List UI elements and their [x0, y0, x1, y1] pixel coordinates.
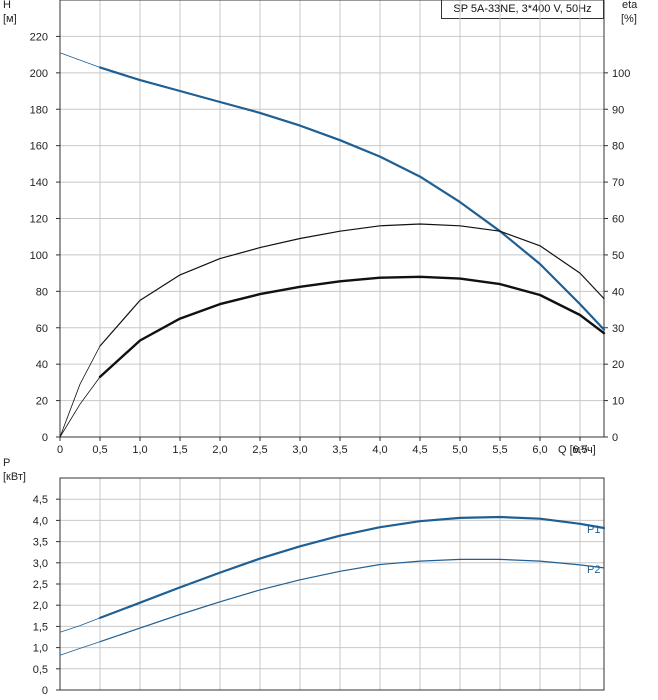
- y-tick-label: 2,5: [33, 579, 48, 591]
- series-label-p2: P2: [587, 564, 600, 576]
- x-tick-label: 4,5: [412, 444, 427, 456]
- y-axis-unit: [м]: [3, 13, 17, 25]
- x-tick-label: 5,5: [492, 444, 507, 456]
- y-tick-label: 120: [30, 214, 48, 226]
- power-panel: 0 0,5 1,0 1,5 2,0 2,5 3,0 3,5 4,0 4,5 P [кВт] P1 P2: [3, 457, 606, 697]
- y-tick-label: 4,5: [33, 494, 48, 506]
- series-line-3: [59, 641, 101, 656]
- y2-tick-label: 100: [612, 68, 630, 80]
- y-tick-label: 200: [30, 68, 48, 80]
- x-tick-label: 2,0: [212, 444, 227, 456]
- x-tick-label: 1,5: [172, 444, 187, 456]
- y-tick-label: 3,5: [33, 537, 48, 549]
- y2-tick-label: 30: [612, 323, 624, 335]
- y2-tick-label: 20: [612, 359, 624, 371]
- y-tick-label: 2,0: [33, 600, 48, 612]
- y-tick-label: 4,0: [33, 515, 48, 527]
- y2-tick-label: 80: [612, 141, 624, 153]
- x-tick-label: 2,5: [252, 444, 267, 456]
- y-tick-label: 40: [36, 359, 48, 371]
- series-line-5: [59, 376, 101, 438]
- y-tick-label: 1,0: [33, 643, 48, 655]
- series-line-2: [99, 558, 605, 643]
- y-axis-label: P: [3, 457, 10, 469]
- x-axis-unit: Q [м³/ч]: [558, 444, 596, 456]
- y-tick-label: 0: [42, 432, 48, 444]
- y-axis-unit: [кВт]: [3, 471, 26, 483]
- head-efficiency-panel: 0 20 40 60 80 100 120 140 160 180 200 220 0 10 20 30 40 5…: [3, 0, 638, 456]
- y-tick-label: 1,5: [33, 621, 48, 633]
- chart-title: SP 5A-33NE, 3*400 V, 50Hz: [441, 0, 604, 19]
- y2-tick-label: 40: [612, 286, 624, 298]
- y-tick-label: 100: [30, 250, 48, 262]
- y-tick-label: 80: [36, 286, 48, 298]
- series-line-4: [98, 275, 606, 379]
- y2-tick-label: 70: [612, 177, 624, 189]
- y2-axis-label: eta: [622, 0, 638, 11]
- y-tick-label: 3,0: [33, 558, 48, 570]
- y2-tick-label: 10: [612, 396, 624, 408]
- series-line-0: [98, 66, 606, 331]
- y-tick-label: 220: [30, 31, 48, 43]
- y2-axis-unit: [%]: [621, 13, 637, 25]
- x-tick-label: 4,0: [372, 444, 387, 456]
- y2-tick-label: 0: [612, 432, 618, 444]
- series-line-1: [59, 617, 101, 633]
- x-tick-label: 0: [57, 444, 63, 456]
- y2-tick-label: 50: [612, 250, 624, 262]
- x-tick-label: 3,0: [292, 444, 307, 456]
- y-axis-label: H: [3, 0, 11, 11]
- x-tick-label: 0,5: [92, 444, 107, 456]
- x-tick-label: 3,5: [332, 444, 347, 456]
- y-tick-label: 20: [36, 396, 48, 408]
- y-tick-label: 160: [30, 141, 48, 153]
- x-tick-label: 6,5: [572, 444, 587, 456]
- series-line-1: [59, 52, 101, 68]
- x-tick-label: 5,0: [452, 444, 467, 456]
- y-tick-label: 0,5: [33, 664, 48, 676]
- y-tick-label: 180: [30, 104, 48, 116]
- y2-tick-label: 60: [612, 214, 624, 226]
- series-line-0: [98, 515, 606, 620]
- series-line-2: [99, 223, 605, 347]
- y-tick-label: 0: [42, 685, 48, 697]
- y-tick-label: 60: [36, 323, 48, 335]
- series-label-p1: P1: [587, 524, 600, 536]
- series-line-3: [59, 345, 101, 438]
- x-tick-label: 1,0: [132, 444, 147, 456]
- x-tick-label: 6,0: [532, 444, 547, 456]
- y2-tick-label: 90: [612, 104, 624, 116]
- y-tick-label: 140: [30, 177, 48, 189]
